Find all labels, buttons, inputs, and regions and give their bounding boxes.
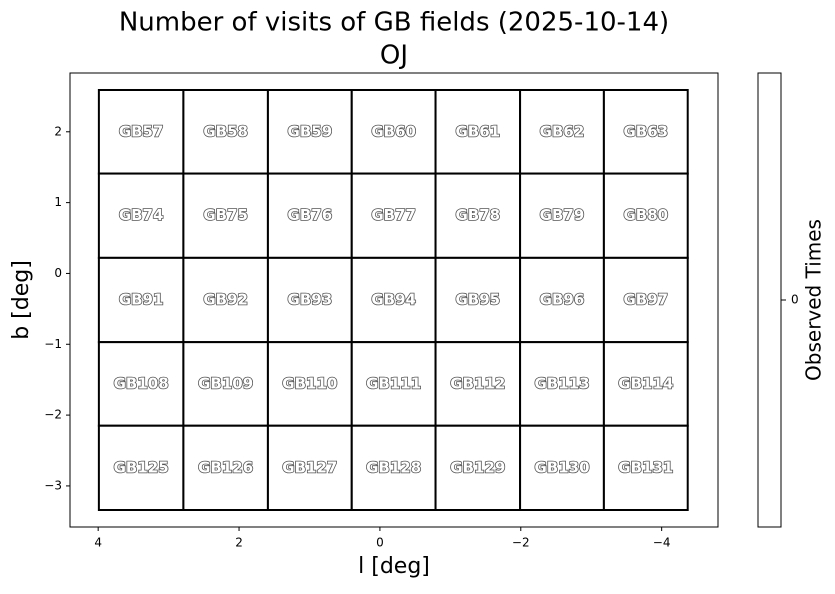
x-tick-label: −4 xyxy=(653,536,671,550)
field-label: GB131 xyxy=(618,458,673,476)
field-cell xyxy=(602,172,689,259)
field-cell xyxy=(266,341,353,427)
colorbar-label: Observed Times xyxy=(802,219,826,381)
field-label: GB113 xyxy=(534,374,589,392)
field-label: GB57 xyxy=(119,122,164,140)
x-tick-label: 0 xyxy=(376,536,384,550)
field-label: GB76 xyxy=(288,206,333,224)
field-label: GB80 xyxy=(623,206,668,224)
field-label: GB109 xyxy=(198,374,253,392)
field-label: GB59 xyxy=(288,122,333,140)
field-cell xyxy=(602,424,689,512)
field-label: GB112 xyxy=(450,374,505,392)
y-tick-label: −2 xyxy=(44,408,62,422)
field-label: GB97 xyxy=(623,291,668,309)
field-cell xyxy=(434,88,522,175)
chart-title: Number of visits of GB fields (2025-10-1… xyxy=(119,8,669,38)
y-tick-label: −3 xyxy=(44,478,62,492)
field-label: GB79 xyxy=(540,206,585,224)
field-cell xyxy=(350,424,437,512)
x-axis-label: l [deg] xyxy=(358,554,430,579)
colorbar xyxy=(757,72,782,528)
field-label: GB128 xyxy=(366,458,421,476)
colorbar-tick-label: 0 xyxy=(791,293,799,307)
field-label: GB127 xyxy=(282,458,337,476)
field-label: GB96 xyxy=(540,291,585,309)
y-tick-label: 1 xyxy=(54,195,62,209)
field-label: GB108 xyxy=(114,374,169,392)
field-label: GB130 xyxy=(534,458,589,476)
field-cell xyxy=(97,256,185,344)
field-label: GB126 xyxy=(198,458,253,476)
field-label: GB62 xyxy=(540,122,585,140)
field-cell xyxy=(602,88,689,175)
plot-frame xyxy=(69,72,719,528)
field-label: GB95 xyxy=(456,291,501,309)
y-tick-label: 0 xyxy=(54,266,62,280)
field-label: GB77 xyxy=(371,206,416,224)
field-cell xyxy=(266,256,353,344)
y-tick-label: −1 xyxy=(44,337,62,351)
field-cell xyxy=(434,341,522,427)
field-label: GB129 xyxy=(450,458,505,476)
field-cell xyxy=(519,424,605,512)
field-cell xyxy=(266,172,353,259)
field-label: GB91 xyxy=(119,291,164,309)
field-label: GB92 xyxy=(203,291,248,309)
field-label: GB58 xyxy=(203,122,248,140)
field-cell xyxy=(182,424,269,512)
field-cell xyxy=(266,424,353,512)
field-cell xyxy=(182,256,269,344)
field-cell xyxy=(602,341,689,427)
field-cell xyxy=(350,256,437,344)
field-label: GB78 xyxy=(456,206,501,224)
field-label: GB60 xyxy=(371,122,416,140)
field-label: GB94 xyxy=(371,291,416,309)
chart-subtitle: OJ xyxy=(380,41,408,71)
field-cell xyxy=(434,256,522,344)
field-cell xyxy=(97,424,185,512)
field-label: GB63 xyxy=(623,122,668,140)
field-label: GB125 xyxy=(114,458,169,476)
field-label: GB93 xyxy=(288,291,333,309)
field-label: GB114 xyxy=(618,374,673,392)
field-label: GB74 xyxy=(119,206,164,224)
field-cell xyxy=(519,172,605,259)
field-cell xyxy=(519,88,605,175)
field-label: GB110 xyxy=(282,374,337,392)
x-tick-label: 2 xyxy=(235,536,243,550)
x-tick-label: −2 xyxy=(512,536,530,550)
field-cell xyxy=(97,341,185,427)
field-label: GB111 xyxy=(366,374,421,392)
field-label: GB61 xyxy=(456,122,501,140)
field-cell xyxy=(350,341,437,427)
field-label: GB75 xyxy=(203,206,248,224)
x-tick-label: 4 xyxy=(94,536,102,550)
y-axis-label: b [deg] xyxy=(9,260,34,340)
y-tick-label: 2 xyxy=(54,124,62,138)
